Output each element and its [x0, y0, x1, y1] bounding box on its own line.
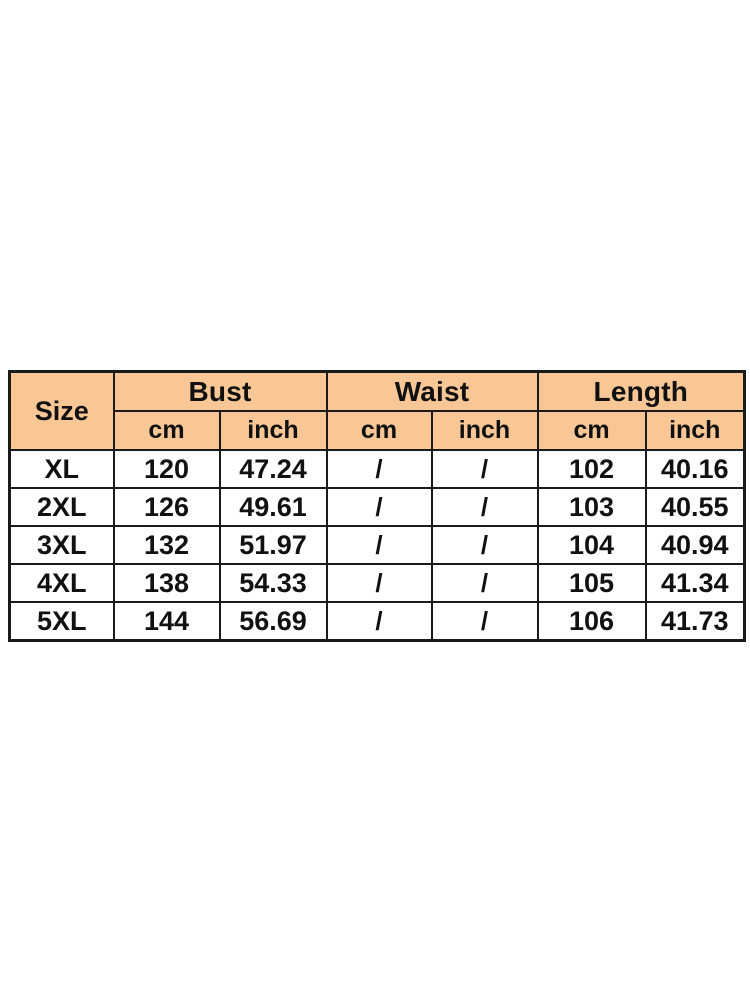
- cell-waist-cm: /: [325, 563, 433, 603]
- cell-waist-inch: /: [430, 487, 539, 527]
- cell-waist-cm: /: [325, 487, 433, 527]
- unit-header-bust-cm: cm: [112, 410, 221, 451]
- size-chart-table: Size Bust Waist Length cm inch cm inch c…: [8, 370, 747, 642]
- cell-waist-inch: /: [430, 601, 539, 642]
- cell-length-inch: 40.16: [644, 449, 746, 489]
- header-row-groups: Size Bust Waist Length: [8, 370, 746, 451]
- cell-bust-cm: 132: [112, 525, 221, 565]
- cell-size: XL: [8, 449, 115, 489]
- cell-length-cm: 102: [536, 449, 647, 489]
- cell-length-cm: 105: [536, 563, 647, 603]
- cell-waist-cm: /: [325, 601, 433, 642]
- unit-header-bust-inch: inch: [218, 410, 328, 451]
- cell-length-inch: 40.55: [644, 487, 746, 527]
- cell-waist-inch: /: [430, 449, 539, 489]
- unit-header-waist-cm: cm: [325, 410, 433, 451]
- column-header-size: Size: [8, 370, 115, 451]
- cell-size: 3XL: [8, 525, 115, 565]
- unit-header-length-cm: cm: [536, 410, 647, 451]
- cell-length-cm: 104: [536, 525, 647, 565]
- cell-waist-inch: /: [430, 525, 539, 565]
- table-row: 3XL 132 51.97 / / 104 40.94: [8, 525, 746, 565]
- unit-header-waist-inch: inch: [430, 410, 539, 451]
- cell-bust-cm: 138: [112, 563, 221, 603]
- cell-length-inch: 41.34: [644, 563, 746, 603]
- cell-size: 5XL: [8, 601, 115, 642]
- cell-length-inch: 40.94: [644, 525, 746, 565]
- table-row: 2XL 126 49.61 / / 103 40.55: [8, 487, 746, 527]
- cell-bust-inch: 51.97: [218, 525, 328, 565]
- cell-bust-inch: 54.33: [218, 563, 328, 603]
- cell-size: 4XL: [8, 563, 115, 603]
- header-row-units: cm inch cm inch cm inch: [10, 410, 746, 451]
- cell-bust-cm: 120: [112, 449, 221, 489]
- cell-size: 2XL: [8, 487, 115, 527]
- cell-waist-cm: /: [325, 449, 433, 489]
- cell-bust-cm: 144: [112, 601, 221, 642]
- column-header-bust: Bust: [112, 370, 328, 412]
- cell-length-inch: 41.73: [644, 601, 746, 642]
- cell-waist-cm: /: [325, 525, 433, 565]
- table-row: 4XL 138 54.33 / / 105 41.34: [8, 563, 746, 603]
- column-header-length: Length: [536, 370, 746, 412]
- table-header: Size Bust Waist Length cm inch cm inch c…: [8, 370, 746, 451]
- size-chart-container: Size Bust Waist Length cm inch cm inch c…: [8, 370, 747, 642]
- table-row: XL 120 47.24 / / 102 40.16: [8, 449, 746, 489]
- table-row: 5XL 144 56.69 / / 106 41.73: [8, 601, 746, 642]
- column-header-waist: Waist: [325, 370, 539, 412]
- cell-bust-inch: 56.69: [218, 601, 328, 642]
- cell-length-cm: 103: [536, 487, 647, 527]
- cell-bust-inch: 49.61: [218, 487, 328, 527]
- table-body: XL 120 47.24 / / 102 40.16 2XL 126 49.61…: [8, 449, 746, 642]
- cell-length-cm: 106: [536, 601, 647, 642]
- cell-waist-inch: /: [430, 563, 539, 603]
- unit-header-length-inch: inch: [644, 410, 746, 451]
- cell-bust-cm: 126: [112, 487, 221, 527]
- cell-bust-inch: 47.24: [218, 449, 328, 489]
